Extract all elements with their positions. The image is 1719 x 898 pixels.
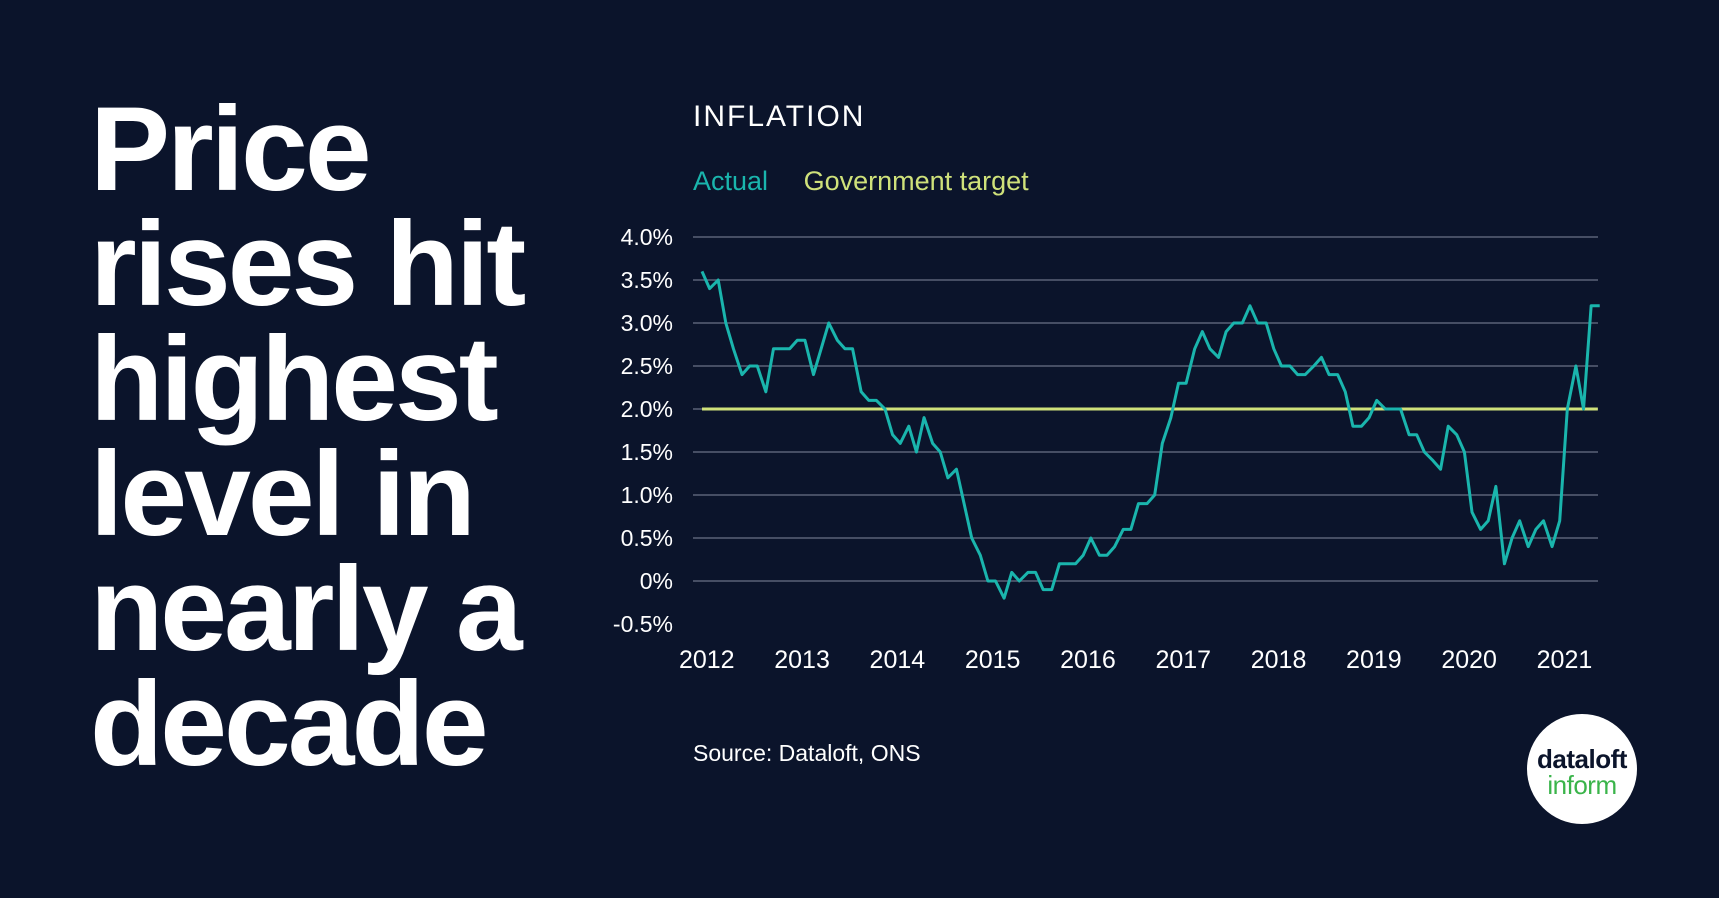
x-tick-label: 2014 (870, 646, 926, 674)
x-tick-label: 2012 (679, 646, 735, 674)
headline-line: highest (90, 312, 499, 446)
y-tick-label: 2.0% (621, 396, 673, 422)
headline: Price rises hit highest level in nearly … (90, 82, 650, 791)
x-tick-label: 2019 (1346, 646, 1402, 674)
legend-government-target: Government target (803, 166, 1029, 196)
x-tick-label: 2016 (1060, 646, 1116, 674)
y-tick-label: 0.5% (621, 525, 673, 551)
y-tick-label: 2.5% (621, 353, 673, 379)
headline-line: rises hit (90, 197, 526, 331)
y-tick-label: -0.5% (613, 611, 673, 637)
headline-line: Price (90, 82, 372, 216)
y-tick-label: 0% (640, 568, 673, 594)
y-tick-label: 4.0% (621, 224, 673, 250)
source-note: Source: Dataloft, ONS (693, 740, 921, 766)
legend-actual: Actual (693, 166, 769, 196)
y-tick-label: 1.0% (621, 482, 673, 508)
dataloft-logo: dataloft inform (1527, 714, 1637, 824)
x-tick-label: 2018 (1251, 646, 1307, 674)
chart-title: INFLATION (693, 100, 866, 133)
x-tick-label: 2021 (1537, 646, 1593, 674)
y-tick-labels: 4.0% 3.5% 3.0% 2.5% 2.0% 1.5% 1.0% 0.5% 0% -0.5% (613, 224, 673, 637)
series-actual-line (700, 270, 1600, 600)
headline-line: decade (90, 657, 489, 791)
y-tick-label: 3.5% (621, 267, 673, 293)
grid-lines (693, 236, 1598, 582)
logo-line-2: inform (1547, 770, 1617, 800)
y-tick-label: 3.0% (621, 310, 673, 336)
x-tick-labels: 2012 2013 2014 2015 2016 2017 2018 2019 2020 2021 (679, 646, 1592, 674)
headline-line: nearly a (90, 542, 523, 676)
x-tick-label: 2015 (965, 646, 1021, 674)
chart-legend: Actual Government target (693, 166, 1057, 197)
y-tick-label: 1.5% (621, 439, 673, 465)
x-tick-label: 2020 (1441, 646, 1497, 674)
x-tick-label: 2013 (774, 646, 830, 674)
headline-line: level in (90, 427, 476, 561)
series-lines (700, 270, 1600, 600)
logo-line-1: dataloft (1537, 744, 1627, 774)
x-tick-label: 2017 (1155, 646, 1211, 674)
